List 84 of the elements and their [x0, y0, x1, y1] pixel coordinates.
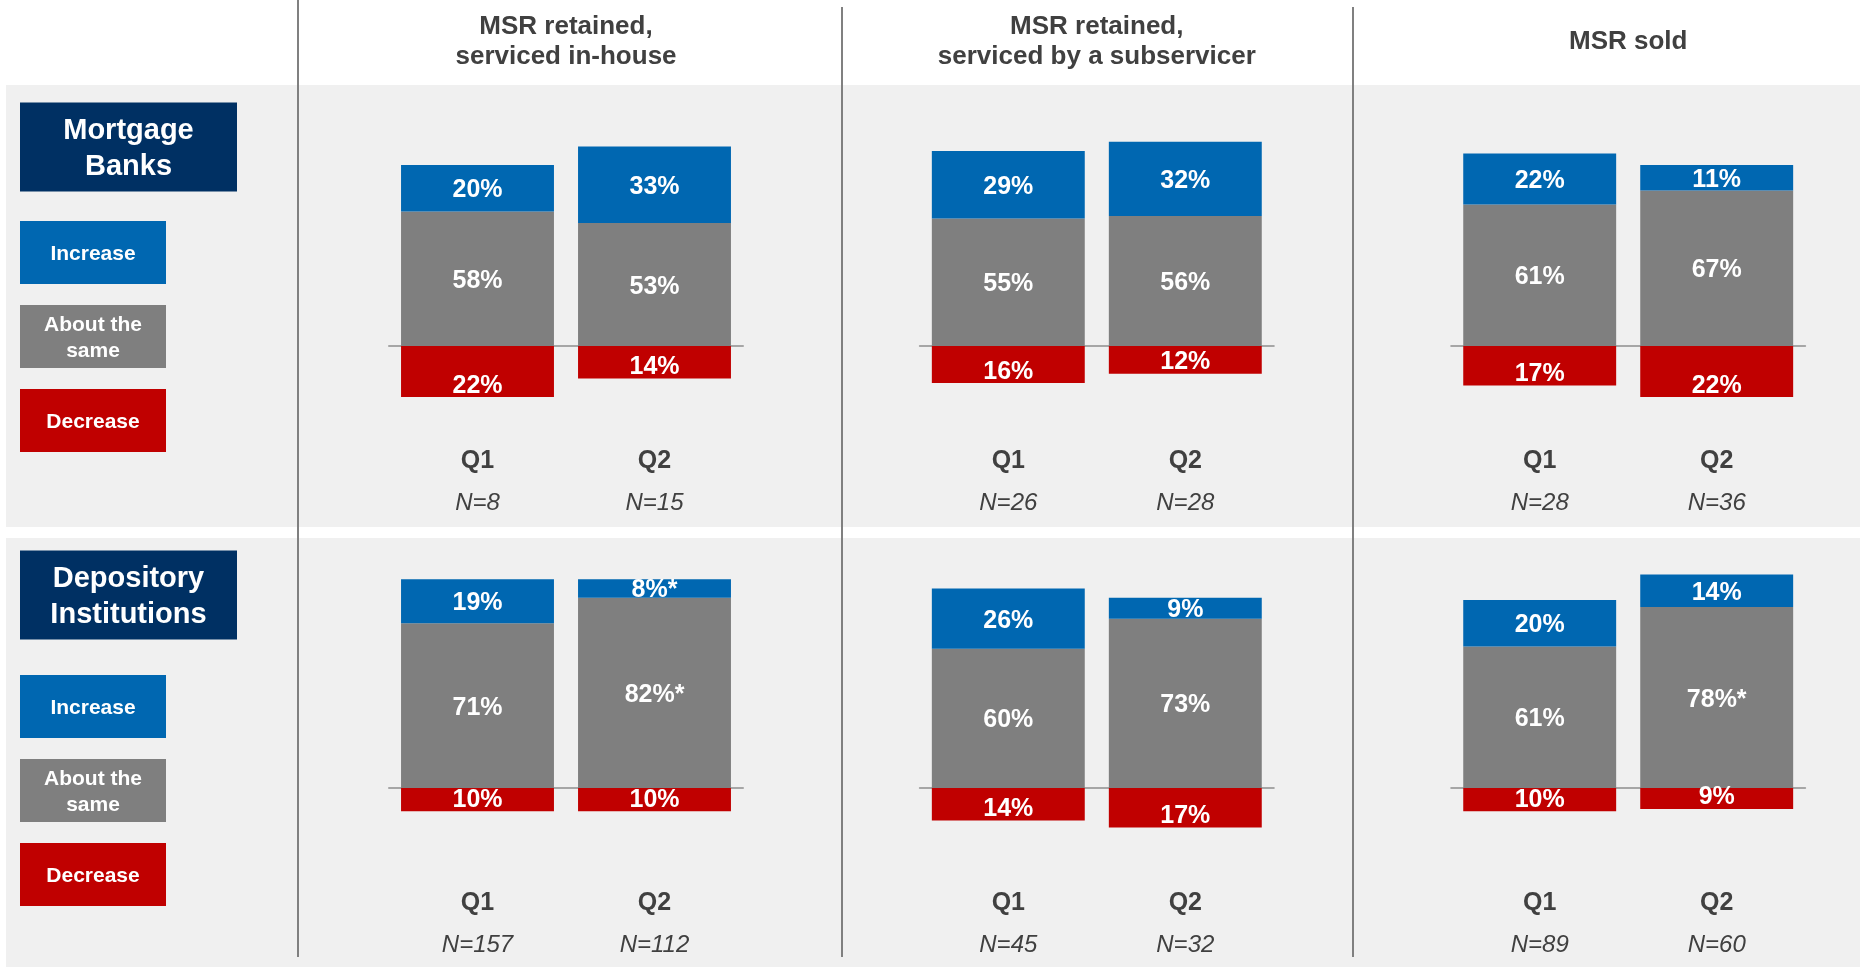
bar: [401, 211, 554, 346]
x-tick-label: Q1 N=26: [979, 444, 1038, 515]
bar: [1108, 141, 1262, 217]
bar: [401, 623, 554, 788]
annotation: 14%: [629, 350, 680, 379]
text: About the same: [44, 312, 142, 361]
data-label: 33%: [629, 170, 680, 199]
bar: [1463, 346, 1617, 386]
data-label: 11%: [1692, 163, 1742, 192]
x-tick-label: Q2 N=60: [1687, 886, 1747, 957]
x-tick-label: Q1 N=8: [455, 444, 501, 515]
bar: [578, 223, 731, 346]
text: Decrease: [46, 863, 140, 886]
legend-title: Depository Institutions: [50, 561, 207, 629]
data-label: 61%: [1514, 703, 1565, 732]
data-label: 58%: [452, 264, 503, 293]
data-label: 19%: [452, 587, 503, 616]
annotation: 10%: [629, 783, 680, 812]
data-label: 14%: [1691, 576, 1742, 605]
data-label: 71%: [452, 691, 503, 720]
x-tick-label: Q2 N=32: [1156, 886, 1215, 957]
x-tick-label: Q1 N=157: [441, 886, 515, 957]
annotation: 22%: [1691, 369, 1742, 398]
annotation: 22%: [452, 369, 503, 398]
x-tick-label: Q2 N=36: [1687, 444, 1747, 515]
data-label: 53%: [629, 270, 680, 299]
data-label: 22%: [1514, 164, 1565, 193]
bar: [1463, 646, 1617, 788]
x-tick-label: Q1 N=45: [979, 886, 1038, 957]
bar: [931, 218, 1085, 346]
text: About the same: [44, 766, 142, 815]
annotation: 17%: [1514, 357, 1565, 386]
chart-title: MSR retained, serviced in-house: [455, 10, 677, 70]
data-label: 8%*: [631, 574, 678, 603]
annotation: 12%: [1160, 346, 1211, 375]
data-label: 29%: [983, 170, 1034, 199]
bar: [1108, 618, 1262, 788]
bar: [1640, 607, 1794, 788]
x-tick-label: Q2 N=28: [1156, 444, 1215, 515]
text: Decrease: [46, 409, 140, 432]
annotation: 14%: [983, 792, 1034, 821]
data-label: 67%: [1691, 254, 1742, 283]
bar: [1463, 204, 1617, 346]
data-label: 82%*: [624, 678, 685, 707]
legend-title: Mortgage Banks: [63, 113, 194, 181]
data-label: 73%: [1160, 689, 1211, 718]
bar: [401, 579, 554, 624]
text: Increase: [50, 695, 136, 718]
bar: [1463, 600, 1617, 647]
data-label: 9%: [1167, 594, 1204, 623]
x-tick-label: Q2 N=112: [619, 886, 690, 957]
bar: [1108, 216, 1262, 346]
bar: [578, 597, 731, 788]
data-label: 32%: [1160, 164, 1211, 193]
annotation: 16%: [983, 355, 1034, 384]
data-label: 78%*: [1686, 683, 1747, 712]
data-label: 26%: [983, 604, 1034, 633]
bar: [1108, 788, 1262, 828]
data-label: 20%: [452, 174, 503, 203]
annotation: 10%: [1514, 783, 1565, 812]
bar: [931, 588, 1085, 649]
chart-title: MSR sold: [1568, 25, 1688, 55]
bar: [1463, 153, 1617, 205]
chart-title: MSR retained, serviced by a subservicer: [937, 10, 1256, 70]
x-tick-label: Q1 N=28: [1510, 444, 1570, 515]
annotation: 10%: [452, 783, 503, 812]
bar: [578, 146, 731, 224]
bar: [931, 151, 1085, 219]
data-label: 55%: [983, 268, 1034, 297]
bar: [1640, 190, 1794, 346]
annotation: 9%: [1698, 781, 1735, 810]
data-label: 61%: [1514, 261, 1565, 290]
data-label: 60%: [983, 704, 1034, 733]
data-label: 56%: [1160, 267, 1211, 296]
annotation: 17%: [1160, 799, 1211, 828]
bar: [401, 346, 554, 398]
bar: [1640, 346, 1794, 398]
text: Increase: [50, 241, 136, 264]
data-label: 20%: [1514, 609, 1565, 638]
bar: [931, 346, 1085, 384]
x-tick-label: Q1 N=89: [1510, 886, 1569, 957]
bar: [931, 648, 1085, 788]
bar: [401, 165, 554, 212]
x-tick-label: Q2 N=15: [625, 444, 685, 515]
